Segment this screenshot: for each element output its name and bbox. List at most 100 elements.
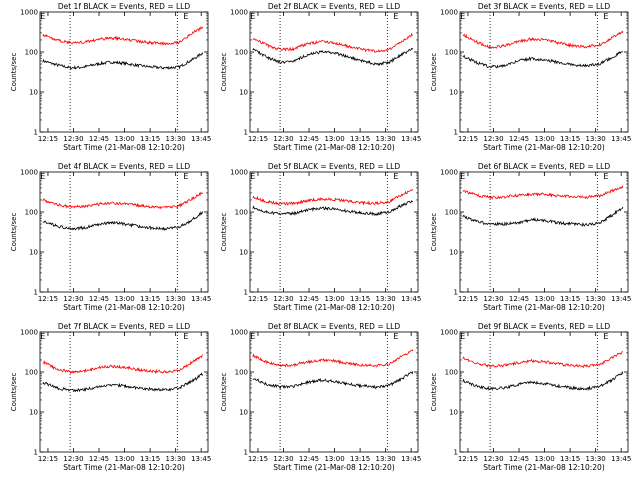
y-axis-label: Counts/sec	[430, 373, 438, 412]
x-tick-label: 13:45	[191, 295, 211, 303]
series-line	[252, 32, 414, 54]
x-tick-label: 13:30	[586, 455, 606, 463]
y-axis-label: Counts/sec	[220, 53, 228, 92]
x-axis-label: Start Time (21-Mar-08 12:10:20)	[273, 463, 395, 472]
y-tick-label: 1	[454, 289, 458, 297]
x-tick-label: 13:30	[166, 295, 186, 303]
series-line	[42, 372, 204, 393]
chart-title: Det 8f BLACK = Events, RED = LLD	[268, 322, 401, 331]
series-line	[252, 189, 414, 206]
chart-title: Det 6f BLACK = Events, RED = LLD	[478, 162, 611, 171]
x-axis-label: Start Time (21-Mar-08 12:10:20)	[273, 143, 395, 152]
chart-title: Det 2f BLACK = Events, RED = LLD	[268, 2, 401, 11]
x-axis-label: Start Time (21-Mar-08 12:10:20)	[273, 303, 395, 312]
series-line	[252, 371, 414, 390]
y-axis-label: Counts/sec	[430, 53, 438, 92]
x-tick-label: 12:45	[299, 135, 319, 143]
plot-frame	[249, 171, 419, 293]
x-tick-label: 13:15	[560, 135, 580, 143]
x-tick-label: 13:30	[376, 455, 396, 463]
y-axis-label: Counts/sec	[220, 213, 228, 252]
y-tick-label: 1000	[440, 329, 458, 337]
x-tick-label: 12:30	[273, 295, 293, 303]
plot-frame	[459, 331, 629, 453]
x-tick-label: 13:45	[401, 135, 421, 143]
y-tick-label: 100	[25, 49, 38, 57]
series-line	[462, 30, 624, 49]
x-tick-label: 12:15	[458, 295, 478, 303]
x-tick-label: 13:00	[534, 295, 554, 303]
x-tick-label: 13:45	[611, 295, 631, 303]
series-line	[462, 206, 624, 227]
x-tick-label: 13:45	[401, 295, 421, 303]
y-tick-label: 100	[235, 209, 248, 217]
x-tick-label: 12:15	[458, 455, 478, 463]
x-tick-label: 12:30	[63, 455, 83, 463]
event-marker-label: E	[393, 332, 398, 341]
plot-frame	[249, 11, 419, 133]
plot-frame	[39, 331, 209, 453]
x-axis-label: Start Time (21-Mar-08 12:10:20)	[483, 143, 605, 152]
chart-title: Det 5f BLACK = Events, RED = LLD	[268, 162, 401, 171]
x-tick-label: 13:45	[401, 455, 421, 463]
series-line	[252, 349, 414, 368]
x-tick-label: 13:15	[140, 455, 160, 463]
event-marker-label: E	[603, 12, 608, 21]
x-tick-label: 12:15	[38, 455, 58, 463]
event-marker-label: E	[40, 12, 45, 21]
y-tick-label: 10	[239, 89, 248, 97]
y-tick-label: 100	[235, 49, 248, 57]
y-tick-label: 1000	[440, 169, 458, 177]
event-marker-label: E	[183, 172, 188, 181]
chart-title: Det 3f BLACK = Events, RED = LLD	[478, 2, 611, 11]
y-tick-label: 1000	[440, 9, 458, 17]
x-tick-label: 13:30	[586, 135, 606, 143]
event-marker-label: E	[40, 332, 45, 341]
plot-frame	[249, 331, 419, 453]
x-tick-label: 13:30	[166, 135, 186, 143]
y-tick-label: 10	[449, 249, 458, 257]
y-tick-label: 1	[34, 449, 38, 457]
y-tick-label: 1	[34, 289, 38, 297]
x-tick-label: 12:45	[89, 135, 109, 143]
x-tick-label: 12:30	[63, 135, 83, 143]
x-tick-label: 13:15	[140, 135, 160, 143]
x-tick-label: 13:15	[350, 295, 370, 303]
plot-frame	[459, 11, 629, 133]
y-tick-label: 100	[445, 369, 458, 377]
event-marker-label: E	[460, 12, 465, 21]
event-marker-label: E	[460, 332, 465, 341]
x-axis-label: Start Time (21-Mar-08 12:10:20)	[63, 143, 185, 152]
x-tick-label: 12:15	[248, 135, 268, 143]
x-tick-label: 12:15	[458, 135, 478, 143]
y-tick-label: 1	[34, 129, 38, 137]
y-tick-label: 10	[29, 409, 38, 417]
event-marker-label: E	[393, 172, 398, 181]
series-line	[42, 25, 204, 46]
x-tick-label: 12:45	[509, 455, 529, 463]
y-tick-label: 10	[449, 409, 458, 417]
x-axis-label: Start Time (21-Mar-08 12:10:20)	[63, 463, 185, 472]
series-line	[42, 191, 204, 210]
y-tick-label: 1000	[20, 169, 38, 177]
plot-frame	[39, 171, 209, 293]
event-marker-label: E	[603, 172, 608, 181]
chart-title: Det 9f BLACK = Events, RED = LLD	[478, 322, 611, 331]
x-tick-label: 13:30	[586, 295, 606, 303]
series-line	[252, 199, 413, 217]
y-tick-label: 1000	[230, 169, 248, 177]
chart-title: Det 7f BLACK = Events, RED = LLD	[58, 322, 191, 331]
y-tick-label: 1	[454, 129, 458, 137]
x-tick-label: 13:15	[560, 455, 580, 463]
event-marker-label: E	[603, 332, 608, 341]
y-tick-label: 1	[244, 449, 248, 457]
y-tick-label: 1000	[230, 9, 248, 17]
x-tick-label: 12:15	[248, 295, 268, 303]
